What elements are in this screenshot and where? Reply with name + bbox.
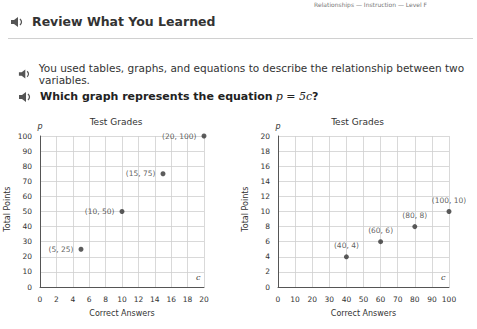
svg-text:0: 0 xyxy=(38,295,43,304)
svg-text:20: 20 xyxy=(260,132,270,141)
svg-text:12: 12 xyxy=(134,295,144,304)
html-text:Which graph represents the equ: Which graph represents the equation p = … xyxy=(40,90,319,103)
svg-text:8: 8 xyxy=(265,222,270,231)
svg-text:60: 60 xyxy=(22,192,32,201)
svg-text:18: 18 xyxy=(260,147,270,156)
svg-text:30: 30 xyxy=(22,237,32,246)
svg-text:p: p xyxy=(274,122,280,131)
svg-text:50: 50 xyxy=(359,295,369,304)
svg-text:0: 0 xyxy=(265,283,270,292)
svg-text:6: 6 xyxy=(265,237,270,246)
svg-text:10: 10 xyxy=(260,207,270,216)
svg-text:2: 2 xyxy=(54,295,59,304)
svg-text:c: c xyxy=(441,273,446,282)
svg-text:90: 90 xyxy=(22,147,32,156)
svg-text:16: 16 xyxy=(260,162,270,171)
svg-text:50: 50 xyxy=(22,207,32,216)
svg-text:20: 20 xyxy=(307,295,317,304)
svg-text:16: 16 xyxy=(166,295,176,304)
svg-text:0: 0 xyxy=(276,295,281,304)
svg-text:80: 80 xyxy=(22,162,32,171)
svg-text:Test Grades: Test Grades xyxy=(89,117,143,127)
html-text:You used tables, graphs, and e: You used tables, graphs, and equations t… xyxy=(38,62,465,86)
svg-text:12: 12 xyxy=(260,192,270,201)
svg-text:0: 0 xyxy=(27,283,32,292)
svg-text:8: 8 xyxy=(103,295,108,304)
svg-text:18: 18 xyxy=(183,295,193,304)
svg-text:(5, 25): (5, 25) xyxy=(49,245,74,254)
svg-text:6: 6 xyxy=(87,295,92,304)
svg-text:40: 40 xyxy=(22,222,32,231)
svg-text:(60, 6): (60, 6) xyxy=(368,226,393,235)
svg-text:Correct Answers: Correct Answers xyxy=(331,309,396,318)
svg-text:(10, 50): (10, 50) xyxy=(85,207,115,216)
svg-text:Total Points: Total Points xyxy=(241,186,250,232)
svg-text:80: 80 xyxy=(410,295,420,304)
svg-text:14: 14 xyxy=(260,177,270,186)
svg-text:10: 10 xyxy=(290,295,300,304)
svg-text:20: 20 xyxy=(199,295,209,304)
svg-text:100: 100 xyxy=(18,132,33,141)
svg-text:70: 70 xyxy=(393,295,403,304)
svg-text:4: 4 xyxy=(265,252,270,261)
svg-text:20: 20 xyxy=(22,252,32,261)
svg-text:Total Points: Total Points xyxy=(3,186,12,232)
svg-text:60: 60 xyxy=(376,295,386,304)
svg-text:Correct Answers: Correct Answers xyxy=(89,309,154,318)
svg-text:90: 90 xyxy=(427,295,437,304)
svg-text:(80, 8): (80, 8) xyxy=(402,211,427,220)
svg-text:(20, 100): (20, 100) xyxy=(162,132,197,141)
svg-text:p: p xyxy=(36,122,42,131)
svg-text:2: 2 xyxy=(265,267,270,276)
svg-text:10: 10 xyxy=(22,267,32,276)
html-text:Relationships — Instruction —: Relationships — Instruction — Level F xyxy=(314,1,427,8)
svg-text:70: 70 xyxy=(22,177,32,186)
svg-text:40: 40 xyxy=(342,295,352,304)
svg-text:(40, 4): (40, 4) xyxy=(334,241,359,250)
svg-text:30: 30 xyxy=(325,295,335,304)
svg-text:100: 100 xyxy=(442,295,457,304)
svg-text:14: 14 xyxy=(150,295,160,304)
svg-text:4: 4 xyxy=(70,295,75,304)
svg-text:c: c xyxy=(196,273,201,282)
html-text:Review What You Learned: Review What You Learned xyxy=(32,14,216,29)
svg-text:(15, 75): (15, 75) xyxy=(126,169,156,178)
svg-text:Test Grades: Test Grades xyxy=(330,117,384,127)
svg-text:(100, 10): (100, 10) xyxy=(432,196,467,205)
svg-text:10: 10 xyxy=(117,295,127,304)
